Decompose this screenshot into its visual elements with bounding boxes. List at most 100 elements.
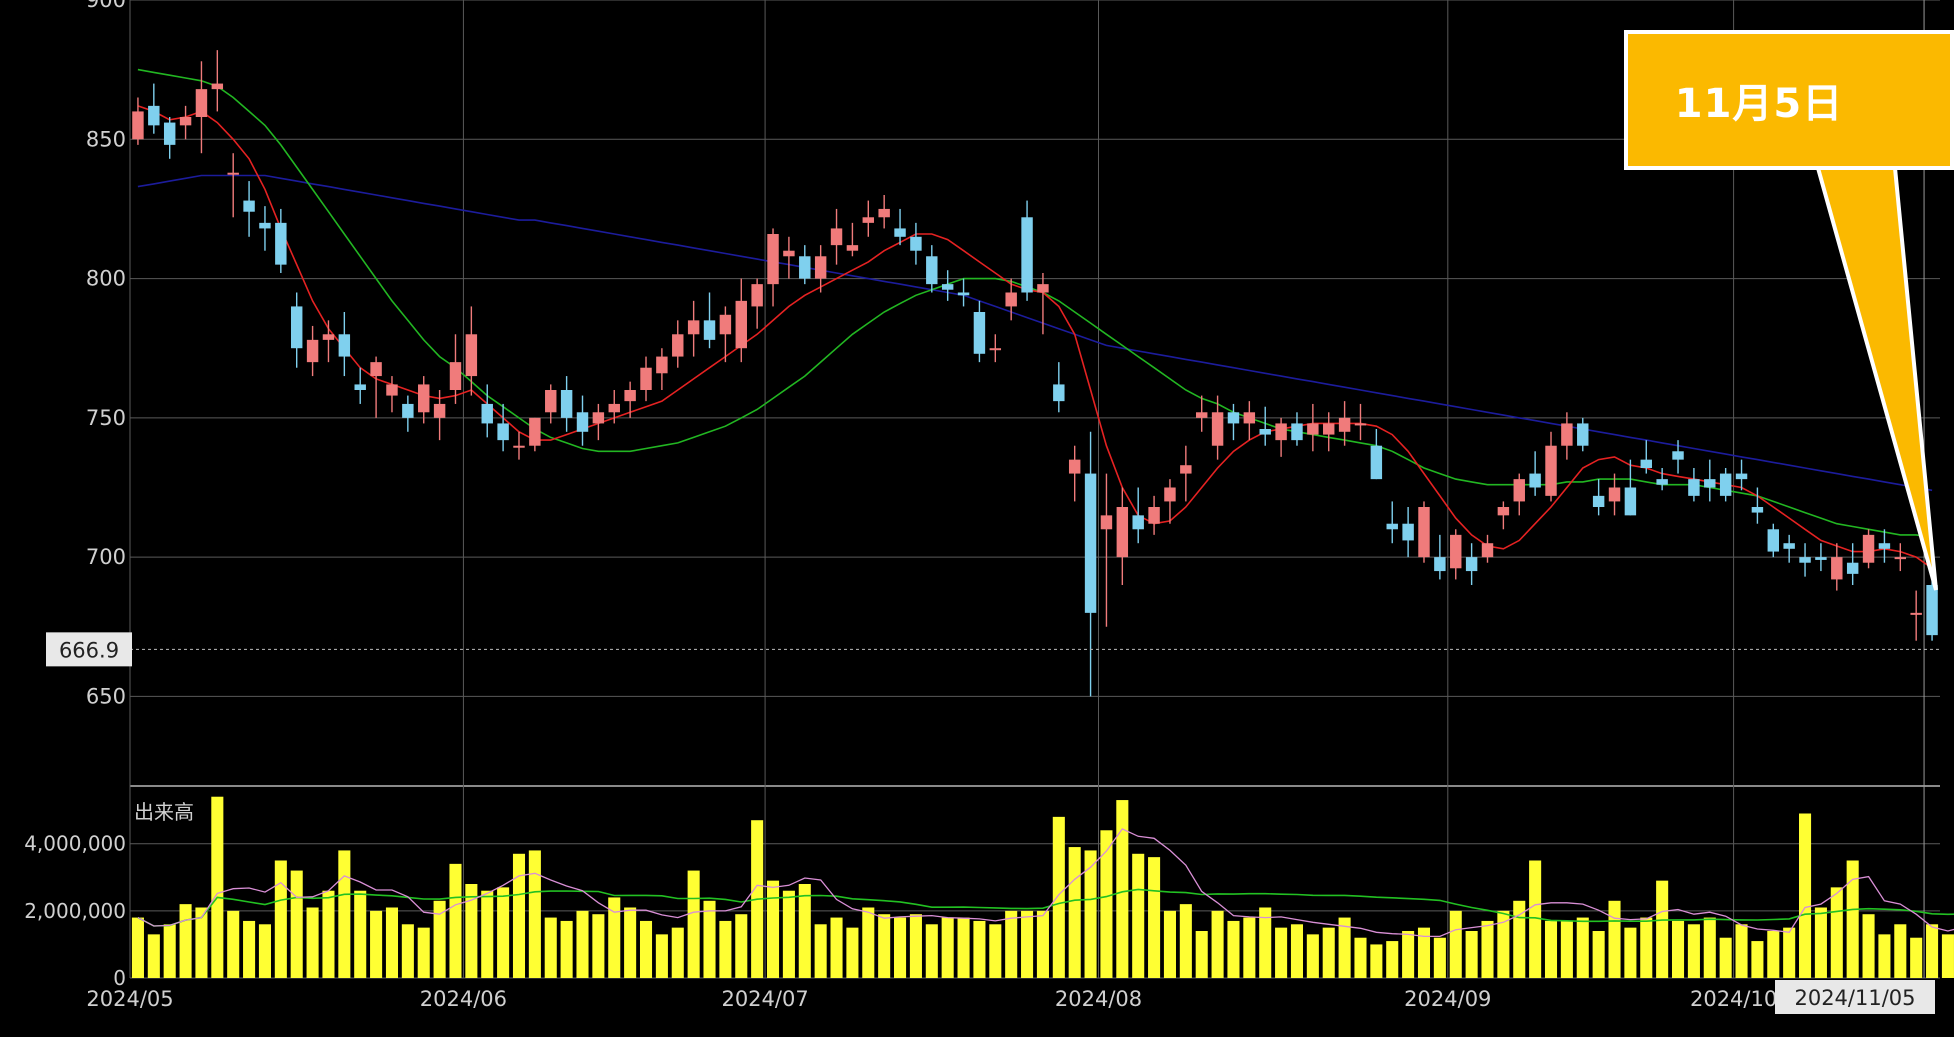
candle-body [1100,515,1113,530]
volume-bar [703,900,716,978]
candle-body [1354,423,1367,426]
date-axis: 2024/05 2024/06 2024/07 2024/08 2024/09 2024/… [86,980,1935,1014]
volume-bar [878,914,891,978]
volume-bar [687,870,700,978]
candle-body [1323,423,1335,435]
moving-averages [137,68,1933,569]
volume-bar [1036,910,1049,978]
candle-body [179,117,192,126]
volume-bar [1830,887,1843,978]
candle-body [418,384,430,413]
volume-bar [322,890,335,978]
volume-bar [417,927,430,978]
volume-bar [830,917,843,978]
volume-bar [989,924,1002,978]
candlesticks [132,50,1938,697]
volume-axis: 4,000,000 2,000,000 0 [24,832,126,990]
candle-body [529,417,541,446]
candle-body [1862,534,1875,563]
volume-bar [735,914,748,978]
candle-body [576,412,589,432]
volume-tick-label: 0 [113,966,126,990]
volume-bar [1148,857,1161,978]
candle-body [1592,495,1605,507]
candle-body [513,445,525,448]
candle-body [433,403,446,418]
volume-bar [1417,927,1431,978]
volume-tick-label: 2,000,000 [24,899,126,923]
volume-bar [1211,910,1224,978]
candle-body [1497,507,1510,516]
candle-body [1815,557,1827,560]
candle-body [1037,284,1049,293]
volume-bar [846,927,859,978]
volume-bar [1179,904,1192,978]
candle-body [703,320,716,340]
candle-body [1561,423,1573,446]
volume-ma-long-line [137,888,1954,927]
candle-body [195,89,208,117]
current-date-label: 2024/11/05 [1794,986,1915,1010]
candle-body [814,256,827,279]
volume-bar [1703,917,1716,978]
candle-body [1910,612,1922,615]
candle-body [148,105,160,126]
candle-body [370,362,382,377]
candle-body [656,356,668,374]
candle-body [1577,423,1589,446]
candle-body [1608,487,1621,502]
volume-bar [671,927,684,978]
candle-body [624,390,636,402]
volume-bar [465,884,478,978]
gridlines [129,0,1940,979]
candle-body [449,362,462,390]
volume-bar [909,914,922,978]
date-tick-label: 2024/09 [1404,987,1491,1011]
candle-body [1767,529,1780,552]
volume-bar [592,914,605,978]
volume-bar [1894,924,1907,978]
volume-bar [925,924,938,978]
volume-bar [1402,931,1415,978]
price-tick-label: 750 [86,406,126,430]
candle-body [1180,465,1192,474]
current-date-box [1775,980,1935,1014]
volume-bar [211,796,224,978]
candle-body [1831,557,1843,580]
volume-bar [1687,924,1700,978]
candle-body [132,111,144,140]
volume-bar [1751,941,1764,978]
candle-body [1465,557,1478,572]
volume-ma-short-line [137,828,1954,938]
candle-body [1259,429,1271,435]
volume-bar [624,907,637,978]
price-tick-label: 850 [86,127,126,151]
candle-body [1386,523,1398,530]
volume-tick-label: 4,000,000 [24,832,126,856]
volume-bar [338,850,351,978]
callout-label: 11月5日 [1674,81,1844,127]
candle-body [941,284,954,290]
candle-body [1545,445,1557,496]
candle-body [1084,473,1097,613]
volume-bar [1878,934,1891,978]
candle-body [1846,562,1859,574]
volume-bar [1005,910,1018,978]
volume-bar [1608,900,1621,978]
volume-bar [1544,920,1558,978]
volume-bar [1624,927,1637,978]
price-tick-label: 800 [86,267,126,291]
volume-bar [449,863,462,978]
candle-body [1434,557,1446,572]
volume-bar [1926,924,1939,978]
volume-bar [1386,941,1399,978]
candle-body [1704,479,1716,488]
volume-bar [973,920,986,978]
volume-bar [1640,917,1653,978]
volume-bar [1195,931,1208,978]
candle-body [1418,507,1430,558]
volume-bar [258,924,271,978]
candle-body [545,390,557,413]
candle-body [290,306,303,349]
